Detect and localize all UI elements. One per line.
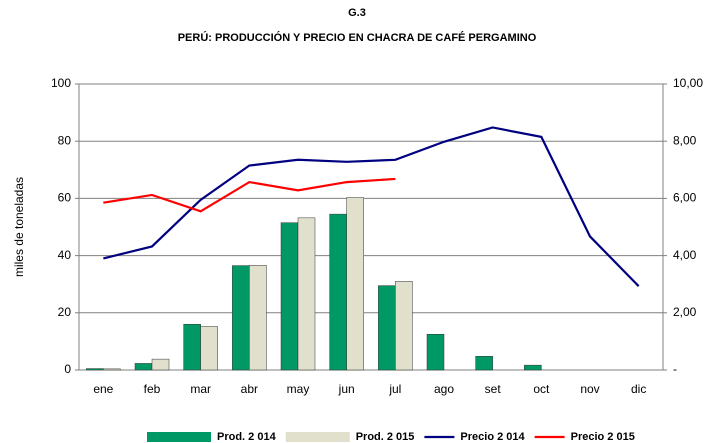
- bar: [329, 213, 347, 371]
- y2-tick-label: 8,00: [673, 133, 697, 147]
- plot-frame: [78, 83, 664, 371]
- y2-tick-label: 6,00: [673, 191, 697, 205]
- y-tick-label: 0: [64, 362, 71, 376]
- y-axis-label: miles de toneladas: [12, 177, 26, 277]
- legend-label: Precio 2 014: [460, 431, 525, 443]
- line: [103, 126, 640, 287]
- bar: [524, 364, 542, 371]
- chart-subtitle: PERÚ: PRODUCCIÓN Y PRECIO EN CHACRA DE C…: [178, 31, 537, 44]
- y-tick-label: 20: [58, 305, 72, 319]
- bar: [426, 334, 445, 371]
- x-tick-label: set: [485, 382, 502, 396]
- bar: [297, 217, 316, 371]
- bar: [151, 358, 170, 371]
- x-tick-label: abr: [241, 382, 258, 396]
- chart-title: G.3: [348, 7, 366, 19]
- y-tick-label: 60: [58, 191, 72, 205]
- bar: [183, 323, 201, 371]
- bar: [475, 356, 493, 371]
- x-tick-label: feb: [144, 382, 161, 396]
- legend-label: Prod. 2 014: [217, 431, 277, 443]
- bar: [395, 281, 413, 371]
- x-tick-label: mar: [190, 382, 211, 396]
- legend-swatch: [285, 432, 350, 442]
- bar: [378, 285, 396, 371]
- legend-label: Prod. 2 015: [356, 431, 415, 443]
- bar: [249, 265, 267, 371]
- bar: [280, 222, 299, 371]
- y2-tick-label: 4,00: [673, 248, 697, 262]
- x-tick-label: ago: [434, 382, 454, 396]
- line: [103, 177, 396, 213]
- bar: [200, 326, 218, 371]
- y-tick-label: 100: [51, 76, 71, 90]
- y2-tick-label: 10,00: [673, 76, 703, 90]
- legend-label: Precio 2 015: [571, 431, 635, 443]
- y2-tick-label: -: [673, 362, 677, 376]
- y2-tick-label: 2,00: [673, 305, 697, 319]
- bar: [103, 368, 121, 371]
- y-tick-label: 80: [58, 133, 72, 147]
- bar: [346, 197, 364, 371]
- y-tick-label: 40: [58, 248, 72, 262]
- x-tick-label: oct: [533, 382, 550, 396]
- bar: [86, 368, 104, 371]
- x-tick-label: may: [287, 382, 310, 396]
- x-tick-label: nov: [580, 382, 599, 396]
- x-tick-label: jun: [338, 382, 355, 396]
- x-tick-label: jul: [388, 382, 401, 396]
- bar: [232, 265, 250, 371]
- x-tick-label: dic: [631, 382, 646, 396]
- legend-swatch: [147, 432, 211, 442]
- bar: [134, 363, 153, 371]
- x-tick-label: ene: [93, 382, 113, 396]
